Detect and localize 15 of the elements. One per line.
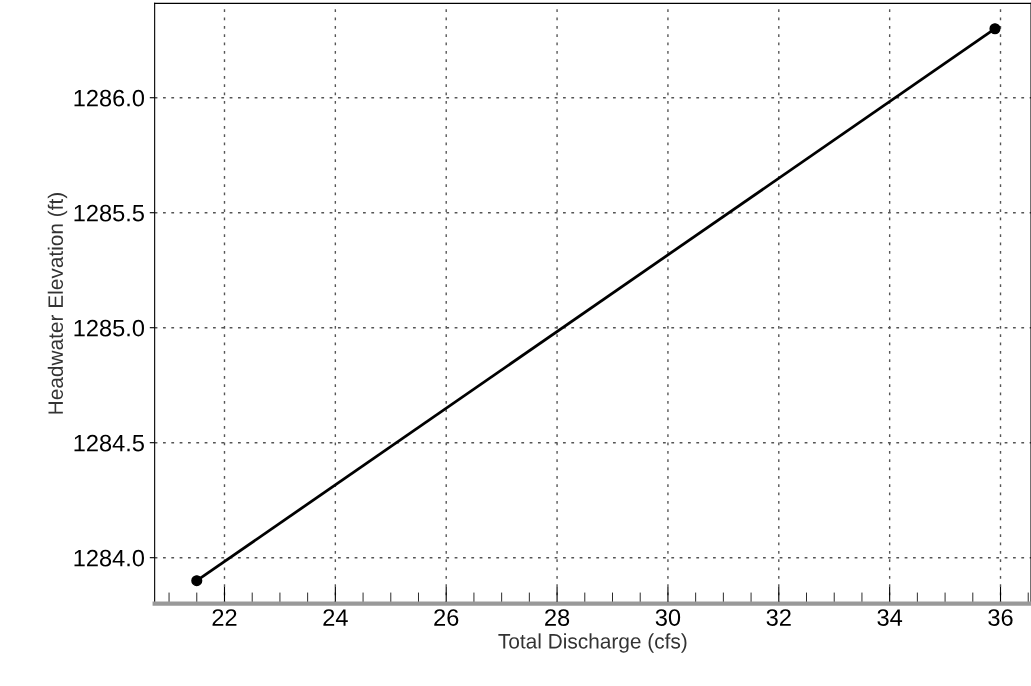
x-tick-label: 36 xyxy=(988,609,1013,626)
y-tick-label: 1284.0 xyxy=(74,549,145,567)
y-tick-label: 1284.5 xyxy=(74,434,144,452)
x-tick-label: 30 xyxy=(655,609,681,626)
x-axis-title: Total Discharge (cfs) xyxy=(498,633,687,653)
x-tick-label: 24 xyxy=(323,609,348,626)
x-tick-label: 28 xyxy=(545,609,570,626)
y-tick-label: 1285.5 xyxy=(74,204,144,222)
x-tick-label: 26 xyxy=(434,609,459,626)
y-tick-label: 1285.0 xyxy=(74,319,145,337)
y-axis-title: Headwater Elevation (ft) xyxy=(47,193,68,414)
x-tick-label: 32 xyxy=(766,609,791,626)
x-tick-label: 22 xyxy=(212,609,237,626)
y-tick-label: 1286.0 xyxy=(74,89,145,107)
x-tick-label: 34 xyxy=(877,609,903,626)
